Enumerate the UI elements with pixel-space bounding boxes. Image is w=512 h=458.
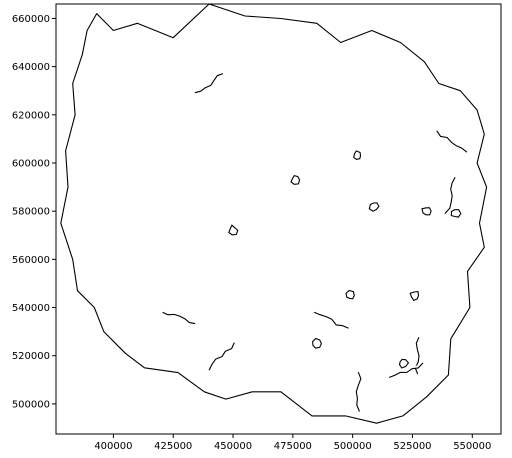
region-border xyxy=(436,130,468,153)
x-tick-label: 400000 xyxy=(94,441,132,452)
x-tick-label: 425000 xyxy=(154,441,192,452)
region-border xyxy=(355,371,362,412)
enclave-region xyxy=(290,174,301,185)
region-border xyxy=(388,362,424,379)
y-tick-label: 520000 xyxy=(12,351,50,362)
enclave-region xyxy=(345,289,355,300)
region-border xyxy=(208,342,235,371)
region-border xyxy=(162,311,196,325)
enclave-region xyxy=(398,358,410,369)
axes-frame xyxy=(55,3,502,435)
x-tick-label: 450000 xyxy=(214,441,252,452)
y-tick-label: 600000 xyxy=(12,158,50,169)
region-outline xyxy=(60,3,488,424)
region-layer xyxy=(60,3,488,424)
y-tick-label: 660000 xyxy=(12,14,50,25)
y-tick-label: 500000 xyxy=(12,399,50,410)
y-tick-label: 620000 xyxy=(12,110,50,121)
region-border xyxy=(194,73,224,94)
enclave-region xyxy=(421,207,432,216)
x-axis: 400000 425000 450000 475000 500000 525000 5500… xyxy=(94,434,491,452)
y-tick-label: 640000 xyxy=(12,62,50,73)
enclave-region xyxy=(368,202,380,212)
x-tick-label: 475000 xyxy=(274,441,312,452)
y-tick-label: 560000 xyxy=(12,255,50,266)
x-tick-label: 550000 xyxy=(453,441,491,452)
enclave-region xyxy=(228,224,239,236)
enclave-region xyxy=(409,290,420,302)
enclave-region xyxy=(353,150,362,160)
y-tick-label: 540000 xyxy=(12,303,50,314)
y-axis: 500000 520000 540000 560000 580000 600000 6200… xyxy=(12,14,56,410)
hole-layer xyxy=(228,150,462,369)
region-border xyxy=(444,176,456,214)
y-tick-label: 580000 xyxy=(12,207,50,218)
enclave-region xyxy=(312,337,323,349)
enclave-region xyxy=(450,209,462,218)
region-border xyxy=(313,311,349,329)
x-tick-label: 525000 xyxy=(393,441,431,452)
x-tick-label: 500000 xyxy=(334,441,372,452)
